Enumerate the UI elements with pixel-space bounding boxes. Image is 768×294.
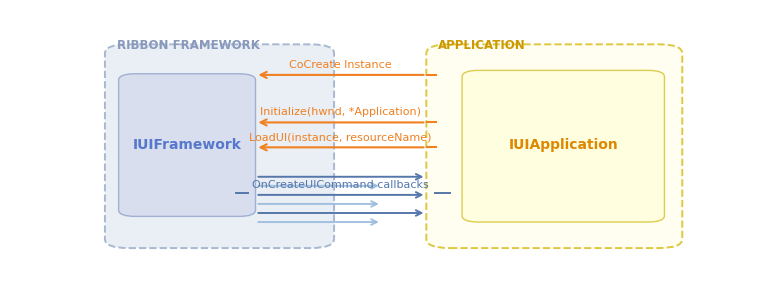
Text: IUIFramework: IUIFramework	[133, 138, 241, 152]
FancyBboxPatch shape	[105, 44, 334, 248]
Text: CoCreate Instance: CoCreate Instance	[289, 60, 392, 70]
Text: APPLICATION: APPLICATION	[439, 39, 526, 52]
FancyBboxPatch shape	[462, 70, 664, 222]
FancyBboxPatch shape	[426, 44, 682, 248]
Text: RIBBON FRAMEWORK: RIBBON FRAMEWORK	[117, 39, 260, 52]
Text: LoadUI(instance, resourceName): LoadUI(instance, resourceName)	[249, 132, 432, 142]
Text: OnCreateUICommand callbacks: OnCreateUICommand callbacks	[252, 180, 429, 190]
Text: Initialize(hwnd, *Application): Initialize(hwnd, *Application)	[260, 107, 421, 117]
FancyBboxPatch shape	[118, 74, 256, 216]
Text: IUIApplication: IUIApplication	[508, 138, 618, 152]
